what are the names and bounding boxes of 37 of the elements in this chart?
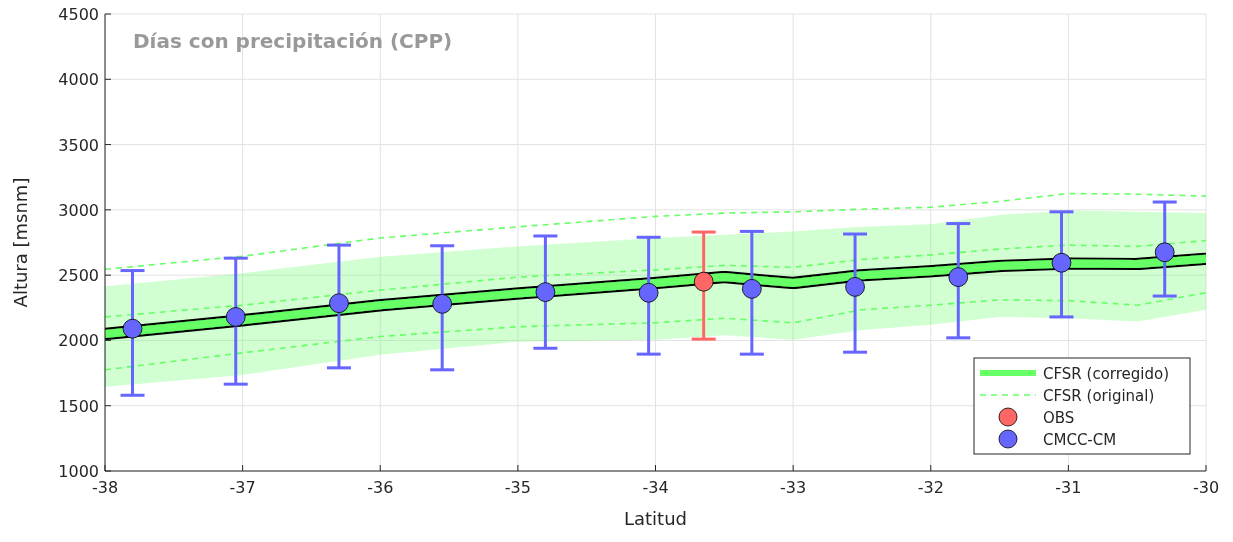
point xyxy=(535,282,556,302)
x-axis-title: Latitud xyxy=(623,508,688,529)
x-tick-label: -36 xyxy=(367,478,394,497)
point xyxy=(225,307,246,327)
point xyxy=(1154,242,1175,263)
point xyxy=(845,277,865,297)
point xyxy=(742,279,762,299)
y-axis-title: Altura [msnm] xyxy=(10,177,31,308)
point xyxy=(329,293,349,314)
point xyxy=(122,318,143,339)
y-tick-label: 3000 xyxy=(58,200,99,220)
y-tick-label: 4500 xyxy=(58,5,99,24)
line-series xyxy=(105,192,1206,271)
point xyxy=(948,267,969,287)
x-tick-label: -37 xyxy=(229,478,256,497)
x-tick-label: -38 xyxy=(91,478,119,497)
y-tick-label: 1500 xyxy=(58,396,99,416)
x-tick-label: -33 xyxy=(780,478,807,497)
point xyxy=(638,282,659,303)
y-tick-label: 3500 xyxy=(58,135,99,155)
x-tick-label: -31 xyxy=(1055,478,1082,497)
y-tick-label: 1000 xyxy=(58,462,99,481)
legend-label: CFSR (corregido) xyxy=(1043,365,1170,383)
y-tick-label: 2500 xyxy=(58,266,99,286)
y-tick-label: 2000 xyxy=(58,331,99,351)
y-tick-label: 4000 xyxy=(58,70,99,90)
text: Días con precipitación (CPP) xyxy=(133,29,453,53)
point xyxy=(1051,252,1072,273)
legend-label: CFSR (original) xyxy=(1043,387,1155,405)
legend-label: OBS xyxy=(1043,409,1075,427)
x-tick-label: -30 xyxy=(1192,478,1220,497)
x-tick-label: -32 xyxy=(917,478,944,497)
point xyxy=(432,294,453,314)
x-tick-label: -34 xyxy=(642,478,669,497)
point xyxy=(693,271,714,292)
legend-label: CMCC-CM xyxy=(1043,431,1117,449)
x-tick-label: -35 xyxy=(504,478,531,497)
